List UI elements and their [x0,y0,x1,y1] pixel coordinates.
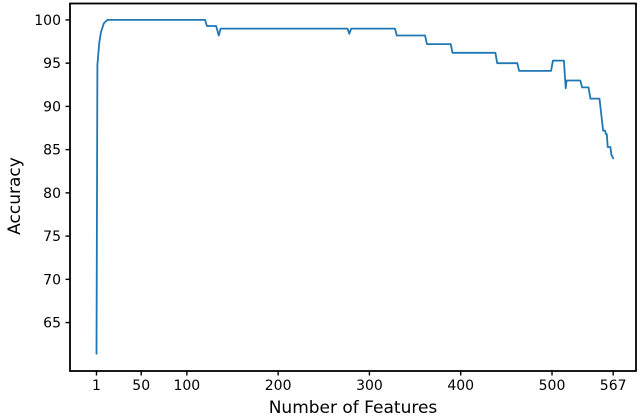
y-tick-label: 80 [43,186,61,202]
x-tick-label: 400 [447,378,474,394]
y-axis-label: Accuracy [5,157,25,235]
x-tick-label: 200 [265,378,292,394]
accuracy-line [95,19,615,355]
x-tick-label: 567 [600,378,627,394]
x-axis-label: Number of Features [269,398,438,418]
x-tick-label: 300 [356,378,383,394]
x-tick-label: 100 [173,378,200,394]
y-tick-label: 95 [43,56,61,72]
plot-area: 1 50 100 200 300 400 500 567 65 70 75 80 85 90 95 100 [34,2,637,394]
y-tick-label: 75 [43,229,61,245]
x-tick-label: 500 [539,378,566,394]
x-tick-label: 50 [132,378,150,394]
y-tick-label: 65 [43,316,61,332]
y-tick-label: 90 [43,99,61,115]
plot-border [69,2,637,372]
y-tick-label: 100 [34,13,61,29]
x-tick-label: 1 [92,378,101,394]
y-tick-label: 70 [43,272,61,288]
y-tick-label: 85 [43,143,61,159]
